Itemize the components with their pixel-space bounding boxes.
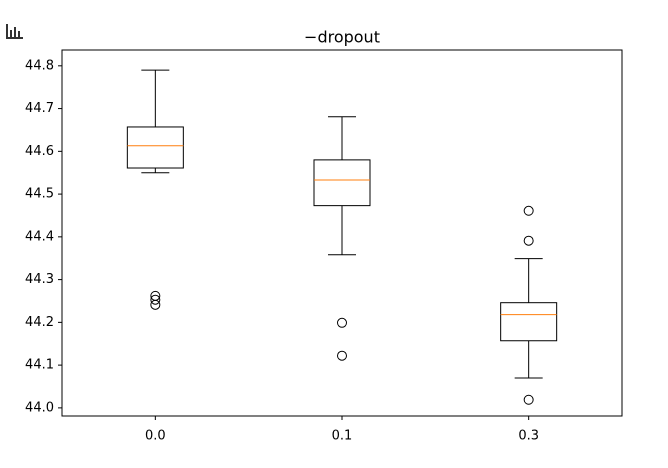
- x-tick-label: 0.0: [145, 429, 166, 444]
- y-tick-label: 44.8: [25, 58, 54, 73]
- y-tick-label: 44.3: [25, 272, 54, 287]
- flier: [150, 299, 161, 310]
- y-tick-label: 44.6: [25, 144, 54, 159]
- flier: [150, 294, 161, 305]
- flier: [523, 235, 534, 246]
- flier: [337, 350, 347, 361]
- y-tick-label: 44.4: [25, 229, 54, 244]
- box: [500, 302, 558, 342]
- x-tick-label: 0.3: [518, 429, 539, 444]
- flier: [337, 317, 347, 328]
- y-tick-label: 44.7: [25, 101, 54, 116]
- y-tick-label: 44.0: [25, 400, 54, 415]
- y-tick-label: 44.2: [25, 315, 54, 330]
- y-tick-label: 44.1: [25, 358, 54, 373]
- chart-icon: [6, 24, 23, 39]
- y-tick-label: 44.5: [25, 187, 54, 202]
- chart-title: −dropout: [304, 28, 380, 47]
- flier: [523, 205, 534, 216]
- box: [126, 126, 184, 169]
- flier: [523, 394, 534, 405]
- box: [313, 159, 371, 207]
- x-tick-label: 0.1: [332, 429, 353, 444]
